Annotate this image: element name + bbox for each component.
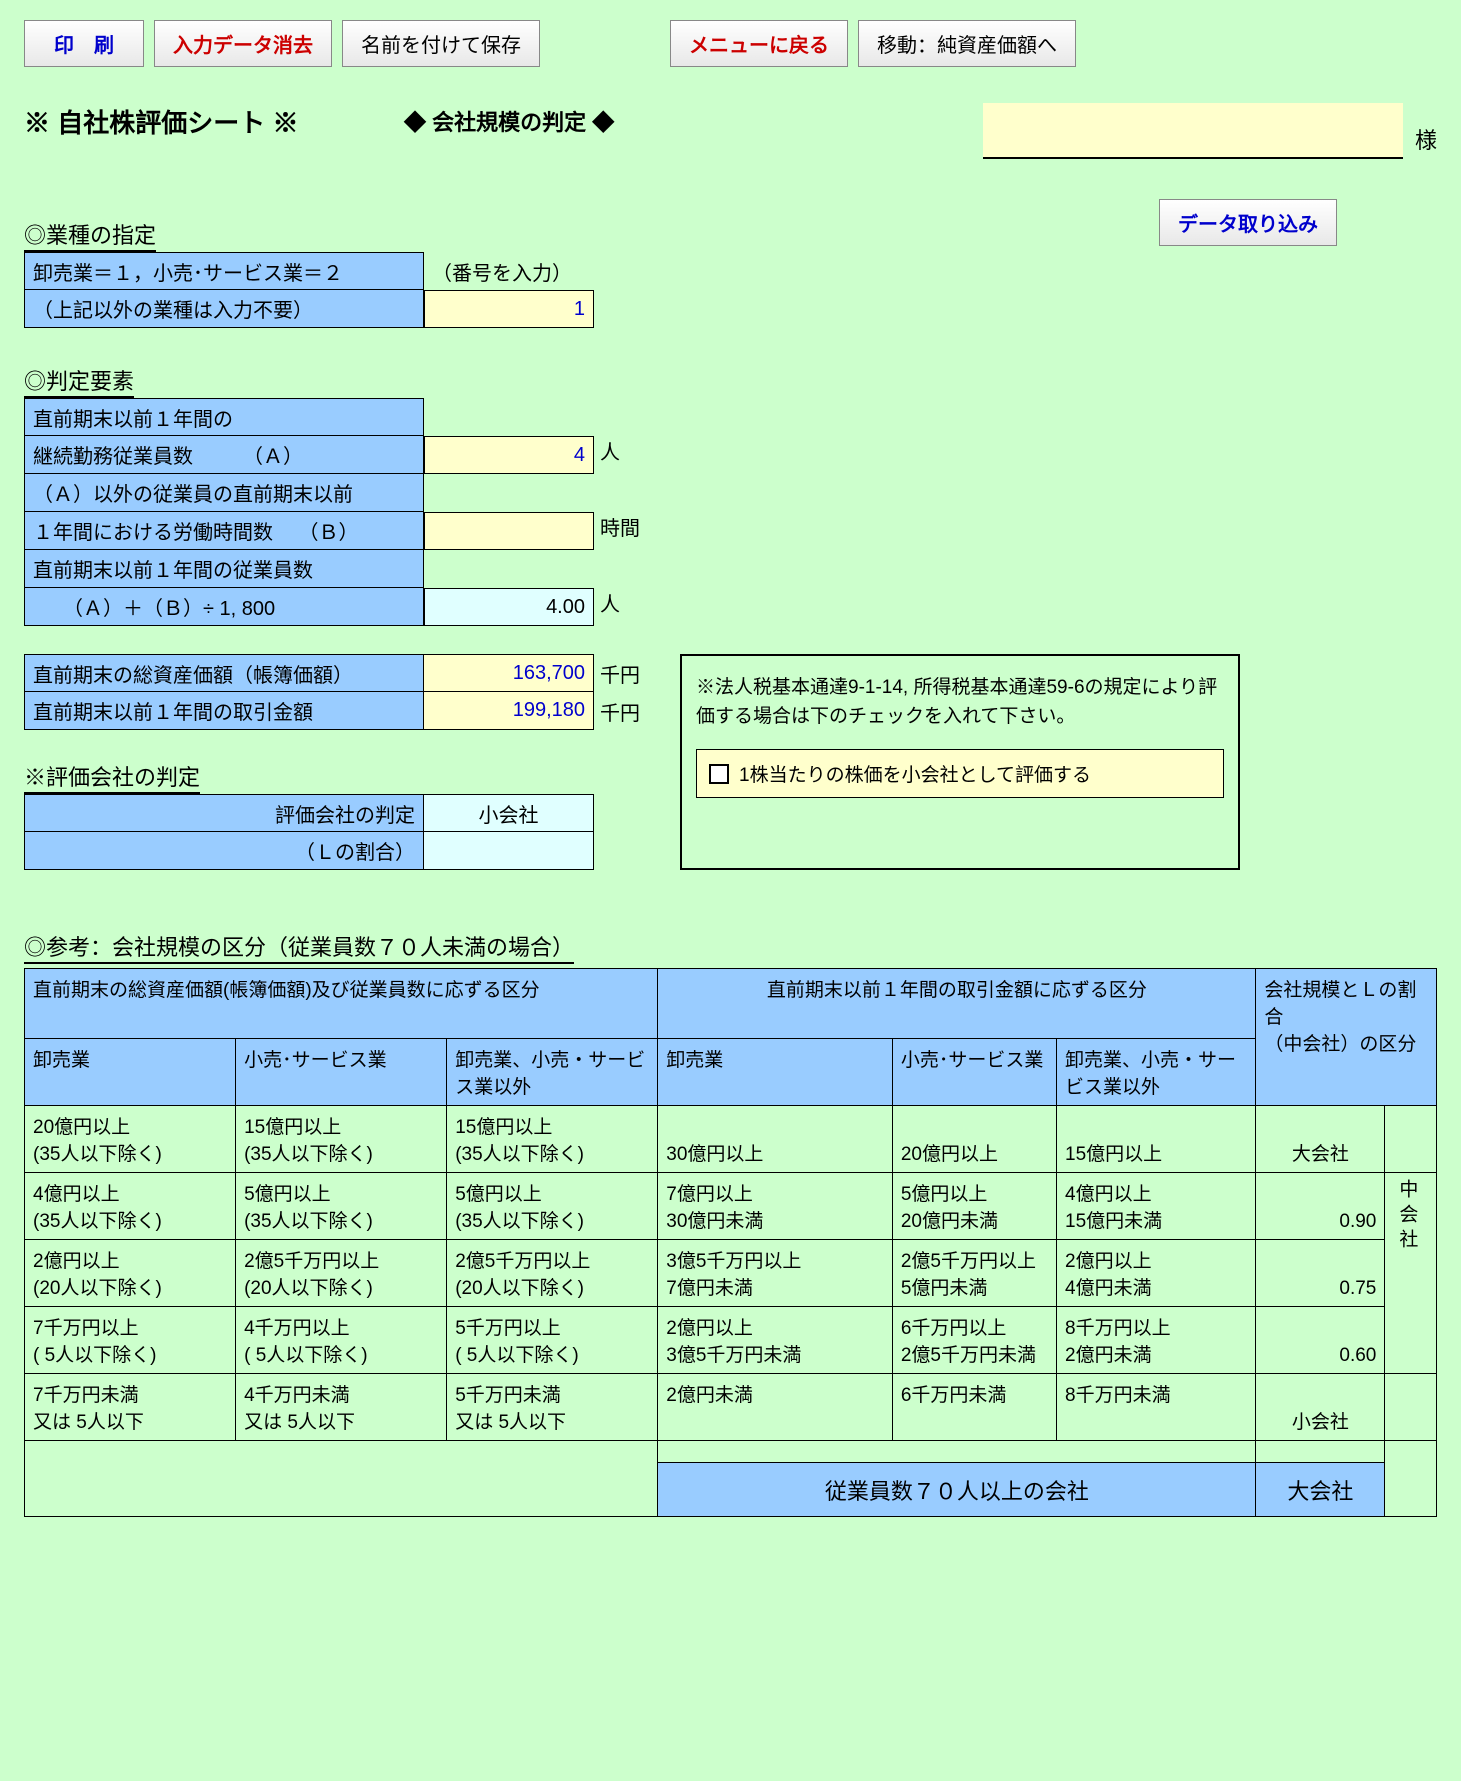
import-button[interactable]: データ取り込み <box>1159 199 1337 246</box>
company-size-result: 小会社 <box>424 794 594 832</box>
l-ratio-result <box>424 832 594 870</box>
unit-hours: 時間 <box>594 512 640 541</box>
sec3-r1: 評価会社の判定 <box>24 794 424 832</box>
ref-h2: 直前期末以前１年間の取引金額に応ずる区分 <box>658 969 1256 1039</box>
hours-b-input[interactable] <box>424 512 594 550</box>
unit-yen-d: 千円 <box>594 654 640 692</box>
sec2-a1: 直前期末以前１年間の <box>24 398 424 436</box>
ref-foot2: 大会社 <box>1256 1463 1385 1517</box>
employees-a-input[interactable]: 4 <box>424 436 594 474</box>
sales-input[interactable]: 199,180 <box>424 692 594 730</box>
unit-person-c: 人 <box>594 588 620 617</box>
menu-button[interactable]: メニューに戻る <box>670 20 848 67</box>
sama-label: 様 <box>1415 123 1437 159</box>
sec1-row1: 卸売業＝１，小売･サービス業＝２ <box>24 252 424 290</box>
sec2-c2: （Ａ）＋（Ｂ）÷ 1, 800 <box>24 588 424 626</box>
sec2-b1: （Ａ）以外の従業員の直前期末以前 <box>24 474 424 512</box>
reference-table: 直前期末の総資産価額(帳簿価額)及び従業員数に応ずる区分 直前期末以前１年間の取… <box>24 968 1437 1517</box>
sec2-b2: １年間における労働時間数 （Ｂ） <box>24 512 424 550</box>
unit-yen-e: 千円 <box>594 692 640 730</box>
sec2-a2: 継続勤務従業員数 （Ａ） <box>24 436 424 474</box>
sec2-d: 直前期末の総資産価額（帳簿価額） <box>24 654 424 692</box>
sec1-header: ◎業種の指定 <box>24 218 156 252</box>
panel-text: ※法人税基本通達9-1-14, 所得税基本通達59-6の規定により評価する場合は… <box>696 674 1224 731</box>
saveas-button[interactable]: 名前を付けて保存 <box>342 20 540 67</box>
ref-h1: 直前期末の総資産価額(帳簿価額)及び従業員数に応ずる区分 <box>25 969 658 1039</box>
industry-code-input[interactable]: 1 <box>424 290 594 328</box>
page-title: ※ 自社株評価シート ※ <box>24 103 404 140</box>
unit-person-a: 人 <box>594 436 620 465</box>
jump-button[interactable]: 移動：純資産価額へ <box>858 20 1076 67</box>
panel-check-label: 1株当たりの株価を小会社として評価する <box>739 760 1091 787</box>
sec3-header: ※評価会社の判定 <box>24 760 200 794</box>
sec2-header: ◎判定要素 <box>24 364 134 398</box>
sec1-hint: （番号を入力） <box>424 252 594 290</box>
print-button[interactable]: 印 刷 <box>24 20 144 67</box>
sec2-e: 直前期末以前１年間の取引金額 <box>24 692 424 730</box>
tax-rule-panel: ※法人税基本通達9-1-14, 所得税基本通達59-6の規定により評価する場合は… <box>680 654 1240 870</box>
ref-header: ◎参考：会社規模の区分（従業員数７０人未満の場合） <box>24 930 574 964</box>
ref-foot1: 従業員数７０人以上の会社 <box>658 1463 1256 1517</box>
ref-h3: 会社規模とＬの割合（中会社）の区分 <box>1256 969 1437 1106</box>
sec3-r2: （Ｌの割合） <box>24 832 424 870</box>
customer-name-input[interactable] <box>983 103 1403 159</box>
sec2-c1: 直前期末以前１年間の従業員数 <box>24 550 424 588</box>
sec1-row2: （上記以外の業種は入力不要） <box>24 290 424 328</box>
assets-input[interactable]: 163,700 <box>424 654 594 692</box>
small-company-checkbox[interactable] <box>709 764 729 784</box>
page-subtitle: ◆ 会社規模の判定 ◆ <box>404 103 614 137</box>
employees-total: 4.00 <box>424 588 594 626</box>
clear-button[interactable]: 入力データ消去 <box>154 20 332 67</box>
